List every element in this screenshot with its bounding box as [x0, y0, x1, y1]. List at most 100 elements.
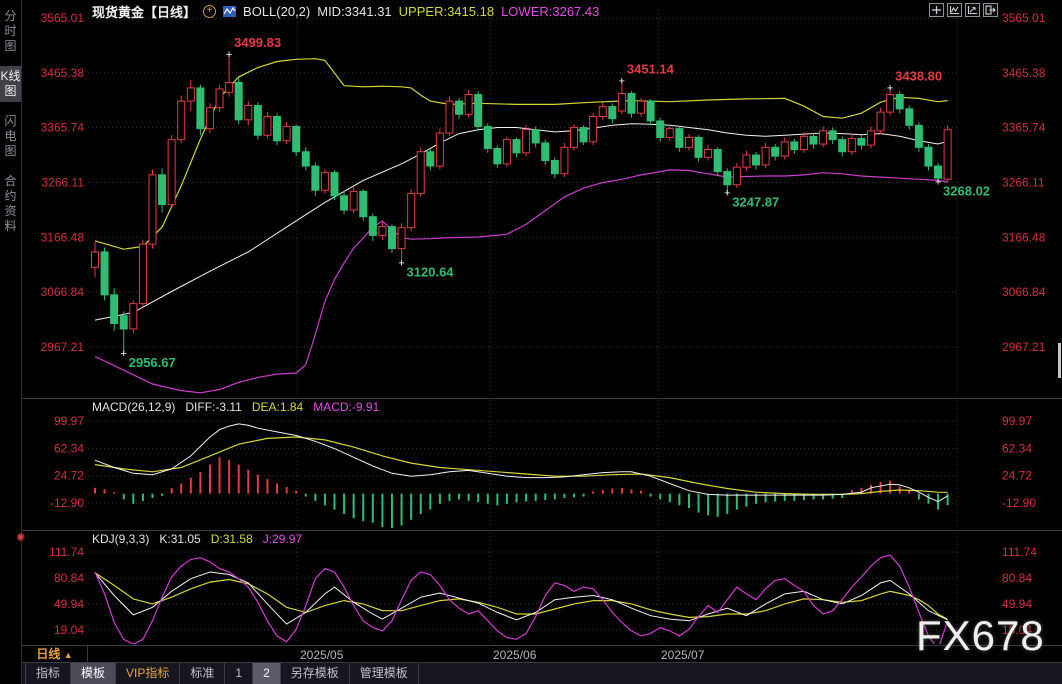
chart-pane-icon[interactable]: [947, 3, 962, 17]
left-sidebar: 分时图 K线图闪电图合约资料: [0, 0, 22, 684]
candle-body: [464, 94, 473, 115]
candle-body: [483, 125, 492, 149]
sidebar-item-1[interactable]: K线图: [0, 66, 21, 102]
axis-labels: 3565.01 3565.01 3465.38 3465.38 3365.74 3365.…: [41, 11, 1046, 637]
gridlines: [88, 10, 958, 644]
candle-body: [416, 151, 425, 195]
candle-body: [110, 294, 119, 324]
bottom-tab-5[interactable]: 2: [253, 663, 281, 684]
symbol-title: 现货黄金: [92, 4, 145, 20]
candle-body: [349, 190, 358, 211]
bottom-tab-2[interactable]: VIP指标: [116, 663, 181, 684]
sidebar-item-3[interactable]: 合约资料: [4, 174, 17, 233]
add-favorite-icon[interactable]: +: [203, 4, 217, 18]
bottom-tab-1[interactable]: 模板: [71, 663, 117, 684]
axis-label-right: 3166.48: [1002, 230, 1046, 244]
candle-body: [340, 195, 349, 211]
crosshair-icon[interactable]: [929, 3, 944, 17]
chevron-up-icon: ▲: [63, 650, 73, 660]
boll-lower-value: LOWER:3267.43: [501, 3, 600, 19]
candle-body: [656, 120, 665, 138]
chart-toolbar: [929, 3, 998, 17]
candle-body: [723, 171, 732, 186]
bottom-tab-4[interactable]: 1: [225, 663, 254, 684]
axis-label-right: 80.84: [1002, 571, 1032, 585]
scrollbar-thumb[interactable]: [1058, 343, 1061, 378]
price-annotation: 3438.80: [895, 68, 942, 83]
axis-label-right: 99.97: [1002, 414, 1032, 428]
axis-label-left: 2967.21: [41, 340, 85, 354]
axis-label-left: 80.84: [54, 571, 84, 585]
candle-body: [675, 128, 684, 148]
candle-body: [742, 154, 751, 168]
axis-label-left: 3465.38: [41, 66, 85, 80]
bottom-tab-0[interactable]: 指标: [25, 663, 72, 684]
bottom-tab-7[interactable]: 管理模板: [350, 663, 419, 684]
axis-label-right: 111.74: [1002, 545, 1037, 559]
candle-body: [828, 130, 837, 141]
axis-label-right: -12.90: [1002, 496, 1036, 510]
indicator-pane-icon[interactable]: [965, 3, 980, 17]
candle-body: [550, 160, 559, 175]
axis-label-right: 3266.11: [1002, 176, 1045, 190]
candle-body: [684, 136, 693, 148]
candle-body: [905, 108, 914, 126]
candle-body: [368, 216, 377, 236]
candle-body: [780, 141, 789, 157]
axis-label-left: 24.72: [54, 469, 84, 483]
candle-body: [704, 149, 713, 158]
sidebar-item-0[interactable]: 分时图: [4, 9, 17, 53]
candle-body: [876, 111, 885, 132]
candle-body: [186, 87, 195, 102]
candle-body: [819, 130, 828, 145]
exit-pane-icon[interactable]: [983, 3, 998, 17]
price-annotation: 3120.64: [407, 265, 455, 280]
bottom-tab-3[interactable]: 标准: [180, 663, 226, 684]
candle-body: [847, 138, 856, 153]
axis-label-right: 3565.01: [1002, 11, 1046, 25]
axis-label-right: 3465.38: [1002, 66, 1046, 80]
candle-body: [225, 81, 234, 93]
axis-label-left: 19.04: [54, 623, 84, 637]
candle-body: [752, 154, 761, 166]
candle-body: [158, 174, 167, 206]
axis-label-left: 3066.84: [41, 285, 85, 299]
axis-label-left: 3565.01: [41, 11, 85, 25]
candle-body: [445, 100, 454, 134]
period-selector[interactable]: 日线 ▲: [22, 646, 88, 662]
axis-label-left: 49.94: [54, 597, 84, 611]
sidebar-item-2[interactable]: 闪电图: [4, 114, 17, 158]
axis-label-right: 62.34: [1002, 441, 1032, 455]
candle-body: [866, 130, 875, 146]
bottom-tabbar: 指标 模板 VIP指标 标准 1 2 另存模板 管理模板: [22, 663, 1062, 684]
bottom-tab-6[interactable]: 另存模板: [281, 663, 350, 684]
candle-body: [560, 146, 569, 175]
mini-chart-icon: [223, 5, 237, 17]
candle-body: [541, 142, 550, 162]
candle-body: [771, 146, 780, 157]
candle-body: [455, 100, 464, 115]
boll-upper-value: UPPER:3415.18: [398, 3, 495, 19]
axis-label-left: 3365.74: [41, 121, 85, 135]
candle-body: [934, 165, 943, 179]
candle-body: [732, 166, 741, 186]
candle-body: [387, 226, 396, 250]
axis-label-right: 2967.21: [1002, 340, 1046, 354]
chart-titlebar: 现货黄金 【日线】 + BOLL(20,2) MID:3341.31 UPPER:…: [92, 3, 600, 20]
macd-layer: [94, 423, 949, 528]
candle-body: [378, 226, 387, 236]
candle-body: [598, 106, 607, 118]
candle-body: [570, 127, 578, 148]
candle-body: [579, 127, 588, 143]
marker-icon: ✺: [16, 532, 26, 544]
period-tag: 【日线】: [144, 4, 197, 20]
candle-body: [943, 129, 952, 180]
candle-body: [282, 125, 291, 142]
kdj-header: KDJ(9,3,3) K:31.05 D:31.58 J:29.97: [92, 532, 302, 546]
candle-body: [320, 172, 329, 191]
watermark: FX678: [916, 612, 1045, 659]
candle-body: [148, 174, 157, 245]
kdj-k-value: K:31.05: [159, 532, 201, 546]
candles-layer: [91, 53, 952, 353]
